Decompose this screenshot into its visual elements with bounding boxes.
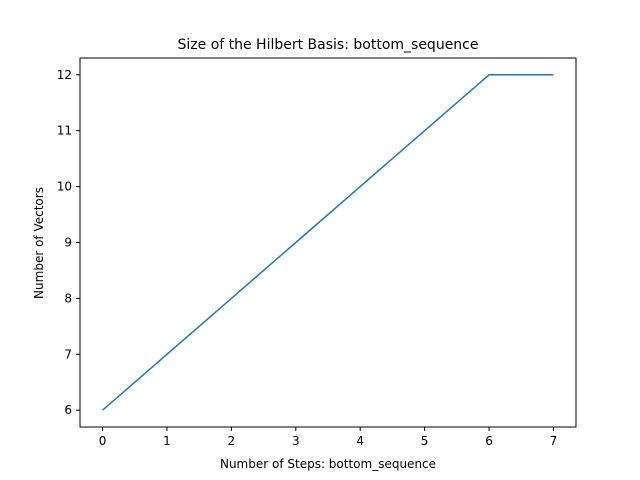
y-axis: 6 7 8 9 10 11 12: [57, 68, 80, 417]
y-tick-label: 8: [64, 291, 72, 305]
x-tick-label: 0: [99, 434, 107, 448]
y-tick-label: 7: [64, 347, 72, 361]
x-tick-label: 6: [485, 434, 493, 448]
y-tick-label: 11: [57, 124, 72, 138]
y-tick-label: 9: [64, 236, 72, 250]
y-axis-label: Number of Vectors: [32, 187, 46, 299]
y-tick-label: 12: [57, 68, 72, 82]
y-tick-label: 10: [57, 180, 72, 194]
x-tick-label: 4: [356, 434, 364, 448]
x-axis: 0 1 2 3 4 5 6 7: [99, 427, 558, 448]
plot-area-frame: [79, 57, 577, 428]
x-tick-label: 2: [228, 434, 236, 448]
chart-title: Size of the Hilbert Basis: bottom_sequen…: [178, 37, 479, 53]
x-tick-label: 1: [163, 434, 171, 448]
y-tick-label: 6: [64, 403, 72, 417]
x-tick-label: 3: [292, 434, 300, 448]
x-axis-label: Number of Steps: bottom_sequence: [220, 457, 436, 471]
series-line-layer: [102, 74, 554, 411]
x-tick-label: 5: [421, 434, 429, 448]
series-line: [102, 74, 554, 411]
x-tick-label: 7: [550, 434, 558, 448]
